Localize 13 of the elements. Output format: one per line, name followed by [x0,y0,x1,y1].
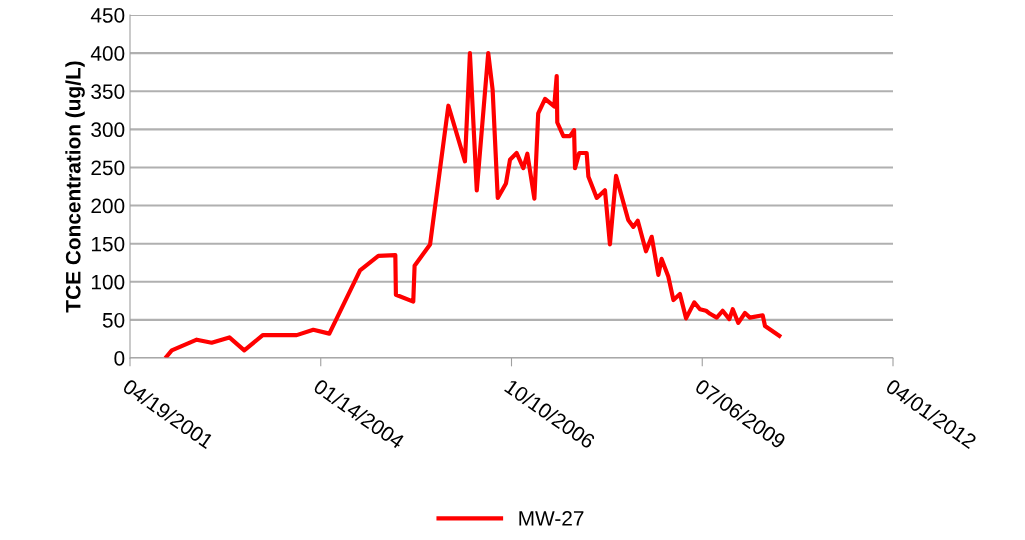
y-tick-label: 50 [102,312,125,328]
y-tick-label: 200 [91,198,125,214]
legend-label: MW-27 [519,511,584,526]
y-tick-label: 400 [90,46,125,61]
y-tick-label: 150 [91,236,125,252]
y-tick-label: 350 [91,84,125,99]
y-axis-title: TCE Concentration (ug/L) [65,61,85,313]
y-tick-label: 100 [91,274,125,290]
line-series [164,51,782,358]
y-tick-label: 0 [114,351,125,366]
y-tick-label: 250 [91,160,125,176]
y-tick-label: 300 [91,122,125,138]
y-tick-label: 450 [90,8,125,23]
